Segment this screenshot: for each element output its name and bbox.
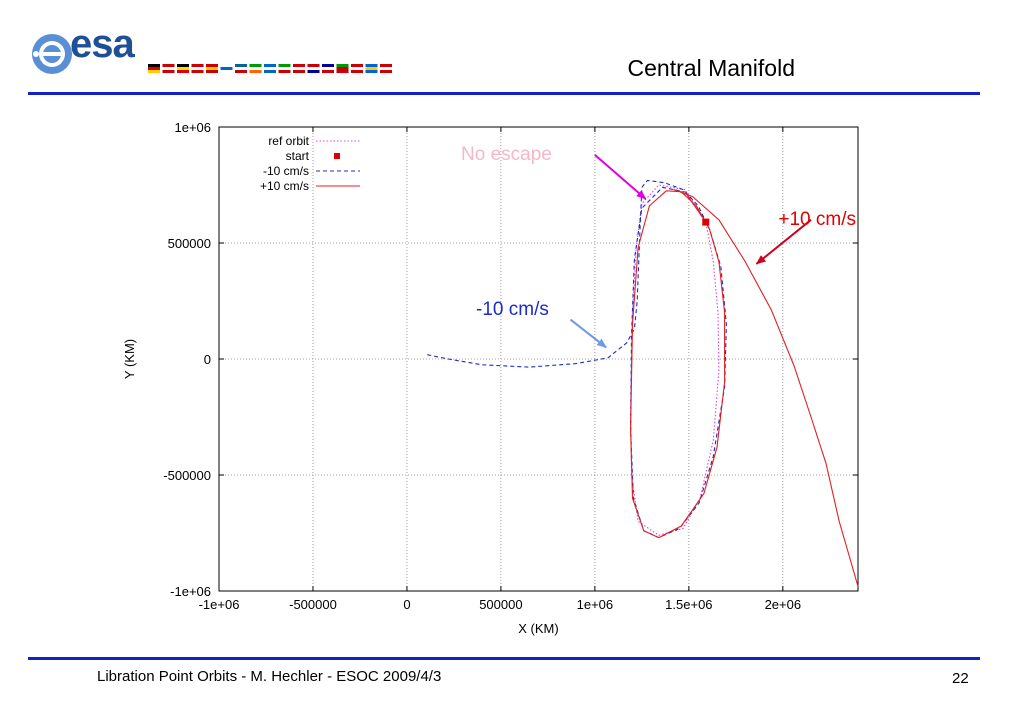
y-tick-label: 0: [204, 352, 211, 367]
annotation-arrow-plus: [755, 219, 812, 265]
member-flags-icon: [148, 64, 392, 73]
esa-globe-icon: [32, 34, 72, 74]
annotation-minus: -10 cm/s: [476, 299, 549, 320]
y-tick-label: -500000: [163, 468, 211, 483]
page-title: Central Manifold: [627, 55, 795, 81]
y-tick-label: 1e+06: [174, 120, 211, 135]
annotation-arrow-no_escape: [594, 154, 647, 200]
y-tick-label: 500000: [168, 236, 211, 251]
footer-text: Libration Point Orbits - M. Hechler - ES…: [97, 668, 442, 685]
y-tick-label: -1e+06: [170, 584, 211, 599]
x-tick-label: -1e+06: [199, 597, 240, 612]
x-tick-label: 500000: [479, 597, 522, 612]
annotation-arrow-minus: [569, 318, 607, 349]
y-axis-label: Y (KM): [122, 339, 137, 379]
x-tick-label: 0: [403, 597, 410, 612]
chart-ticks: -1e+06 -500000 0 500000 1e+06 1.5e+06 2e+06 -1e…: [163, 120, 858, 612]
x-tick-label: 1.5e+06: [665, 597, 712, 612]
start-point: [702, 218, 710, 226]
page-number: 22: [952, 670, 969, 687]
x-tick-label: 2e+06: [765, 597, 802, 612]
x-axis-label: X (KM): [518, 621, 558, 636]
series-plus: [630, 189, 859, 587]
esa-logo-text: esa: [70, 22, 135, 66]
annotation-plus: +10 cm/s: [778, 209, 856, 230]
esa-logo: [30, 28, 170, 78]
series-ref_orbit: [630, 184, 720, 536]
chart-annotations: No escape -10 cm/s +10 cm/s: [461, 144, 856, 349]
legend-label: +10 cm/s: [260, 179, 309, 193]
legend-swatch: [334, 153, 340, 159]
legend-label: -10 cm/s: [263, 164, 309, 178]
chart-grid: [219, 127, 858, 591]
header-rule: [28, 92, 980, 95]
annotation-no-escape: No escape: [461, 144, 552, 165]
x-tick-label: 1e+06: [577, 597, 614, 612]
legend-label: start: [286, 149, 310, 163]
x-tick-label: -500000: [289, 597, 337, 612]
legend-label: ref orbit: [268, 134, 309, 148]
footer-rule: [28, 657, 980, 660]
chart-series: [425, 179, 859, 587]
